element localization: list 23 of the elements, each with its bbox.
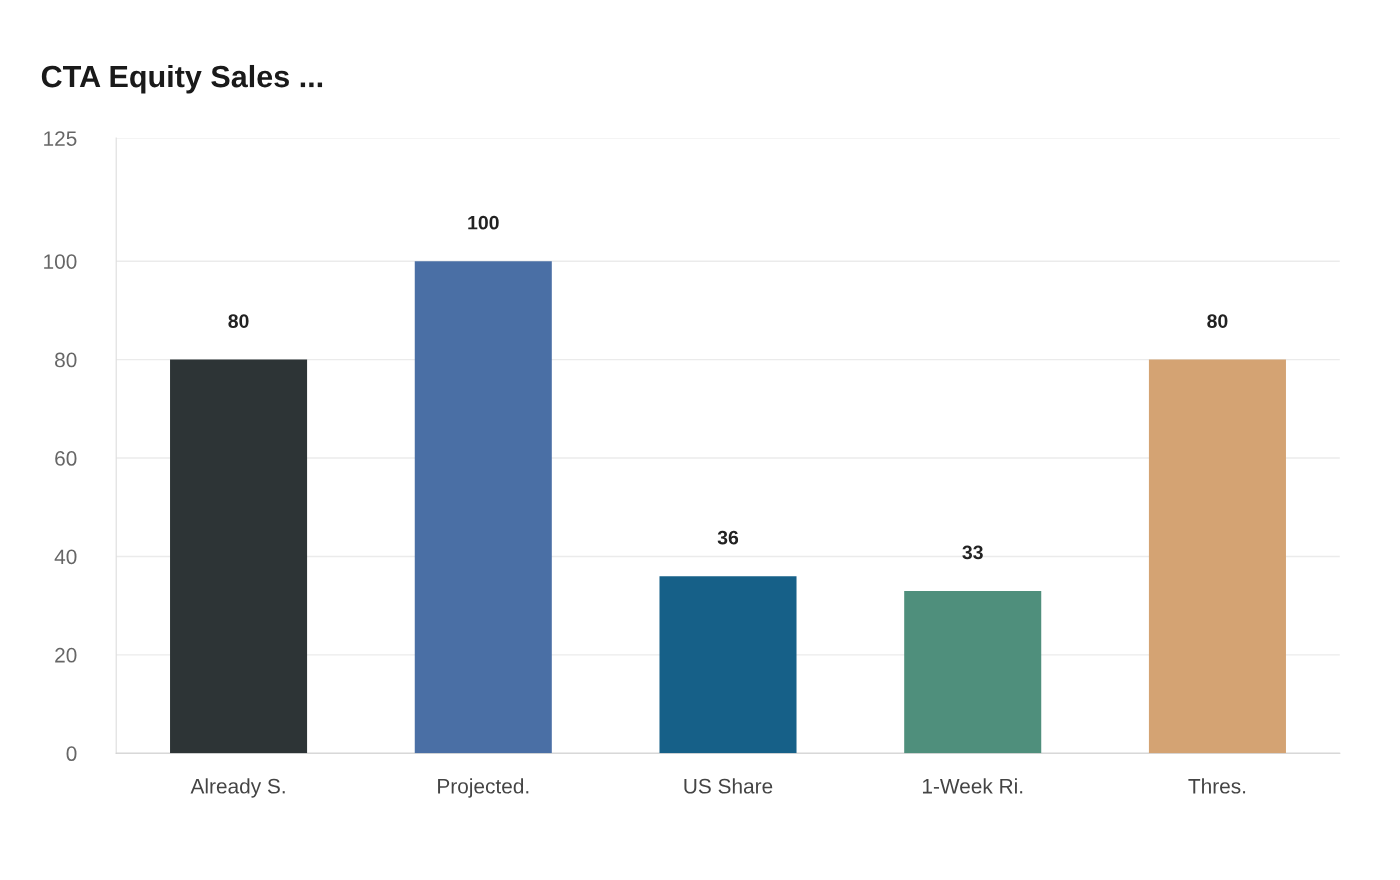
- y-tick-label: 125: [44, 131, 77, 146]
- bar: [170, 359, 308, 754]
- data-label: 33: [962, 545, 983, 560]
- x-tick-label: Thres.: [1188, 778, 1246, 794]
- y-tick-label: 20: [55, 647, 77, 663]
- y-tick-label: 100: [44, 254, 77, 269]
- y-tick-label: 60: [55, 451, 77, 466]
- y-tick-label: 80: [55, 352, 77, 368]
- bar: [904, 590, 1042, 754]
- x-tick-label: Projected.: [438, 778, 529, 798]
- bar: [414, 261, 552, 754]
- y-tick-label: 40: [54, 549, 77, 565]
- data-label: 36: [717, 530, 739, 545]
- x-tick-label: 1-Week Ri.: [922, 778, 1023, 794]
- x-tick-label: US Share: [684, 778, 773, 794]
- x-tick-label: Already S.: [190, 778, 285, 798]
- chart-title: CTA Equity Sales ...: [41, 64, 323, 94]
- data-label: 80: [228, 314, 249, 328]
- data-label: 80: [1207, 314, 1228, 328]
- data-label: 100: [468, 215, 499, 230]
- bar: [1148, 359, 1286, 754]
- bar: [659, 576, 797, 754]
- y-tick-label: 0: [66, 746, 77, 762]
